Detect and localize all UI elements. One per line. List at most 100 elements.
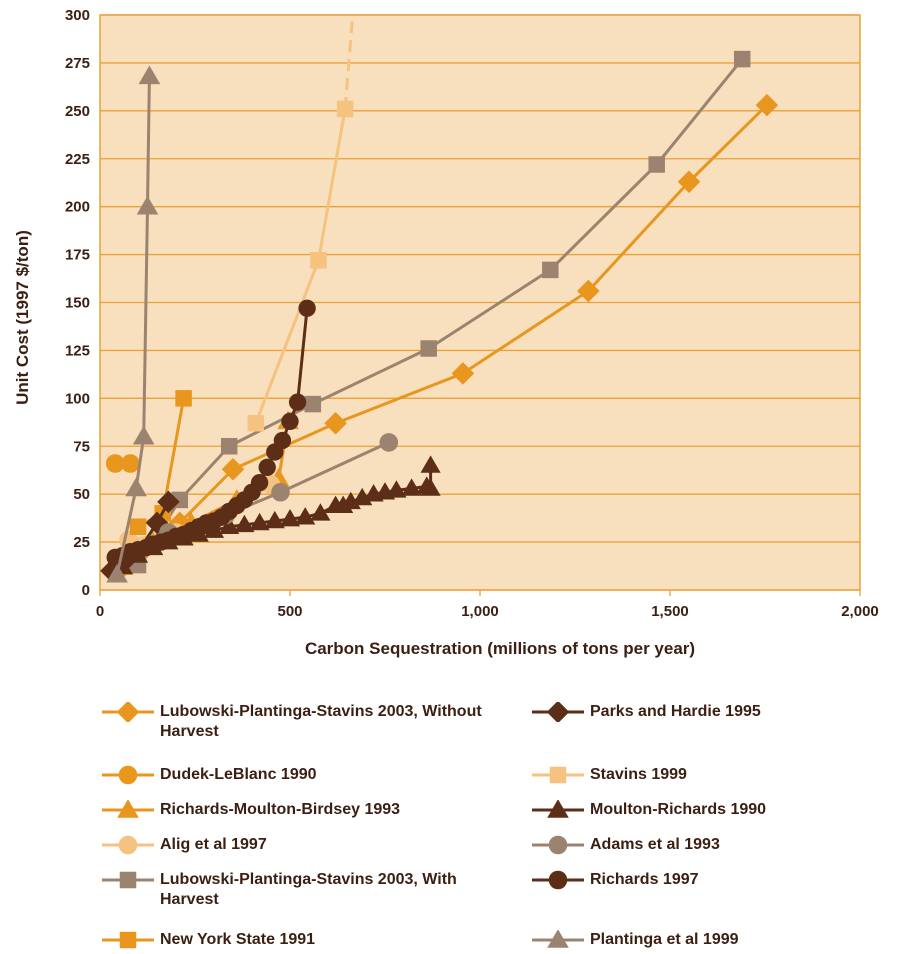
series-2 — [105, 454, 140, 473]
legend-item: Richards 1997 — [530, 870, 699, 890]
data-point — [220, 438, 238, 455]
data-point — [234, 514, 255, 533]
y-tick-label: 0 — [82, 582, 90, 599]
legend-marker — [116, 702, 140, 722]
data-point — [288, 393, 307, 411]
legend-swatch — [102, 835, 154, 855]
axes: 0 25 50 75 100 125 150 175 200 225 250 275 300 0 500 1,… — [65, 7, 879, 620]
legend-label: Richards 1997 — [590, 871, 699, 888]
legend-item: Lubowski-Plantinga-Stavins 2003, With Ha… — [100, 870, 490, 910]
legend-label: Lubowski-Plantinga-Stavins 2003, Without… — [160, 703, 482, 740]
legend-label: Richards-Moulton-Birdsey 1993 — [160, 801, 401, 818]
legend-marker — [118, 835, 138, 855]
data-point — [249, 512, 270, 531]
x-tick-label: 1,500 — [651, 603, 689, 620]
legend-marker — [548, 835, 568, 855]
data-point — [733, 50, 751, 68]
data-point — [420, 455, 441, 473]
y-tick-label: 175 — [65, 247, 90, 264]
data-point — [271, 482, 290, 502]
data-point — [310, 252, 327, 269]
data-point — [247, 415, 265, 432]
legend-swatch — [532, 930, 584, 948]
series-line — [136, 58, 744, 566]
series-dashed-extension — [343, 14, 355, 110]
data-point — [281, 412, 299, 431]
legend-marker — [119, 931, 137, 949]
data-point — [295, 507, 316, 525]
legend-item: Moulton-Richards 1990 — [530, 800, 766, 820]
legend-label: Moulton-Richards 1990 — [590, 801, 767, 818]
data-point — [542, 261, 559, 279]
y-tick-label: 100 — [65, 390, 90, 407]
data-point — [401, 478, 422, 496]
legend-marker — [549, 766, 567, 784]
y-tick-label: 200 — [65, 199, 90, 216]
series-11 — [106, 299, 316, 567]
data-point — [273, 431, 292, 450]
legend-item: Adams et al 1993 — [530, 835, 720, 855]
data-point — [219, 516, 240, 535]
data-point — [106, 563, 128, 583]
carbon-cost-chart: 0 25 50 75 100 125 150 175 200 225 250 275 300 0 500 1,… — [13, 7, 879, 658]
data-point — [379, 433, 399, 452]
y-tick-label: 300 — [65, 7, 90, 24]
data-point — [129, 518, 147, 535]
legend-item: Plantinga et al 1999 — [530, 930, 739, 950]
series-layer — [100, 14, 779, 583]
legend-marker — [547, 800, 569, 818]
legend-marker — [546, 702, 570, 722]
data-point — [221, 458, 245, 481]
data-point — [451, 362, 475, 385]
data-point — [677, 170, 701, 193]
y-tick-label: 50 — [73, 486, 90, 503]
legend-marker — [117, 800, 139, 818]
legend-item: Richards-Moulton-Birdsey 1993 — [100, 800, 400, 820]
data-point — [125, 477, 147, 497]
data-point — [132, 425, 155, 445]
legend-label: Dudek-LeBlanc 1990 — [160, 766, 317, 783]
data-point — [298, 299, 316, 317]
legend-item: Parks and Hardie 1995 — [530, 702, 761, 722]
legend-swatch — [532, 870, 584, 890]
legend-marker — [547, 930, 569, 948]
data-point — [304, 395, 322, 413]
legend-marker — [119, 871, 137, 889]
legend-label: Parks and Hardie 1995 — [590, 703, 761, 720]
data-point — [755, 93, 779, 117]
y-tick-label: 150 — [65, 295, 90, 312]
legend-label: Alig et al 1997 — [160, 836, 267, 853]
legend-swatch — [532, 835, 584, 855]
data-point — [386, 480, 407, 498]
legend-label: Stavins 1999 — [590, 766, 687, 783]
x-tick-label: 1,000 — [461, 603, 499, 620]
x-tick-label: 500 — [277, 603, 302, 620]
legend-swatch — [102, 702, 154, 722]
y-tick-label: 225 — [65, 151, 90, 168]
data-point — [250, 473, 269, 492]
legend-item: Lubowski-Plantinga-Stavins 2003, Without… — [100, 702, 490, 742]
legend-swatch — [102, 871, 154, 889]
data-point — [648, 156, 665, 173]
legend-swatch — [102, 765, 154, 785]
legend-item: Alig et al 1997 — [100, 835, 267, 855]
series-12 — [106, 65, 161, 583]
legend-swatch — [102, 931, 154, 949]
data-point — [105, 454, 125, 473]
data-point — [121, 454, 140, 473]
y-tick-label: 75 — [73, 438, 90, 455]
data-point — [136, 195, 159, 215]
data-point — [258, 458, 276, 477]
data-point — [157, 490, 180, 514]
y-tick-label: 275 — [65, 55, 90, 72]
legend-swatch — [532, 766, 584, 784]
legend-item: Dudek-LeBlanc 1990 — [100, 765, 317, 785]
legend-label: New York State 1991 — [160, 931, 316, 948]
series-8 — [247, 14, 355, 432]
data-point — [279, 509, 301, 527]
legend-swatch — [102, 800, 154, 818]
x-axis-title: Carbon Sequestration (millions of tons p… — [305, 639, 695, 658]
data-point — [138, 65, 161, 85]
data-point — [264, 510, 285, 529]
y-tick-label: 25 — [73, 534, 90, 551]
